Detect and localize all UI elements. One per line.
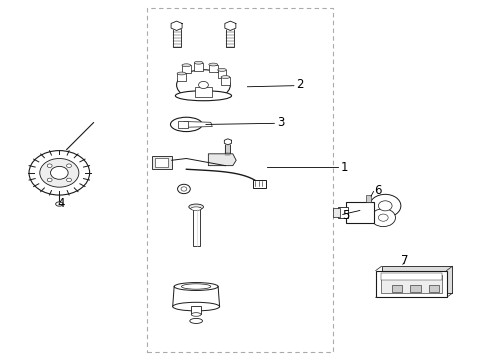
Circle shape xyxy=(47,164,52,167)
Circle shape xyxy=(181,187,187,191)
Bar xyxy=(209,64,218,72)
Bar xyxy=(147,8,333,352)
Circle shape xyxy=(47,178,52,182)
Circle shape xyxy=(67,178,72,182)
Ellipse shape xyxy=(194,61,203,64)
Bar xyxy=(177,73,186,81)
Circle shape xyxy=(177,184,190,194)
Circle shape xyxy=(369,194,401,217)
Ellipse shape xyxy=(177,72,186,75)
Bar xyxy=(191,306,201,315)
Text: 6: 6 xyxy=(374,184,382,197)
Bar xyxy=(346,202,374,223)
Bar xyxy=(194,63,203,71)
Ellipse shape xyxy=(174,283,218,291)
Circle shape xyxy=(198,81,208,89)
Text: 5: 5 xyxy=(342,210,349,222)
Circle shape xyxy=(40,158,79,187)
Bar xyxy=(172,30,180,46)
Text: 4: 4 xyxy=(57,197,64,210)
Bar xyxy=(193,207,199,246)
Ellipse shape xyxy=(221,76,230,78)
Bar xyxy=(392,285,402,292)
Ellipse shape xyxy=(172,302,220,311)
Polygon shape xyxy=(225,21,236,31)
Text: 3: 3 xyxy=(277,116,284,129)
Bar xyxy=(381,275,441,293)
Ellipse shape xyxy=(189,204,203,210)
Text: 1: 1 xyxy=(340,161,348,174)
Ellipse shape xyxy=(175,91,232,101)
Bar xyxy=(226,30,234,46)
Bar xyxy=(410,285,421,292)
Bar xyxy=(218,70,226,78)
Bar xyxy=(221,77,230,85)
Circle shape xyxy=(378,214,388,221)
Ellipse shape xyxy=(182,64,191,67)
Bar xyxy=(382,266,452,293)
Bar xyxy=(195,87,212,97)
Bar xyxy=(225,144,230,155)
Bar xyxy=(178,121,188,128)
Text: 7: 7 xyxy=(401,254,409,267)
Ellipse shape xyxy=(181,284,211,289)
Circle shape xyxy=(371,209,395,226)
Ellipse shape xyxy=(56,202,63,206)
Ellipse shape xyxy=(191,207,201,211)
Polygon shape xyxy=(171,21,182,31)
Bar xyxy=(429,285,440,292)
Bar xyxy=(338,207,347,218)
Circle shape xyxy=(378,201,392,211)
Ellipse shape xyxy=(176,70,230,100)
Ellipse shape xyxy=(171,117,202,132)
Ellipse shape xyxy=(191,313,201,316)
Polygon shape xyxy=(224,139,231,145)
Ellipse shape xyxy=(218,68,226,71)
Polygon shape xyxy=(208,154,236,166)
Circle shape xyxy=(67,164,72,167)
Ellipse shape xyxy=(209,63,218,66)
Circle shape xyxy=(29,150,90,195)
Bar xyxy=(381,273,441,280)
Bar xyxy=(366,195,370,202)
Ellipse shape xyxy=(190,319,202,323)
Bar xyxy=(182,65,191,73)
Bar xyxy=(152,156,171,169)
Circle shape xyxy=(50,166,68,179)
Bar xyxy=(333,208,340,217)
Bar xyxy=(155,158,168,167)
Polygon shape xyxy=(184,122,212,127)
Bar xyxy=(376,271,446,297)
Text: 2: 2 xyxy=(296,78,304,91)
Bar xyxy=(253,180,267,188)
